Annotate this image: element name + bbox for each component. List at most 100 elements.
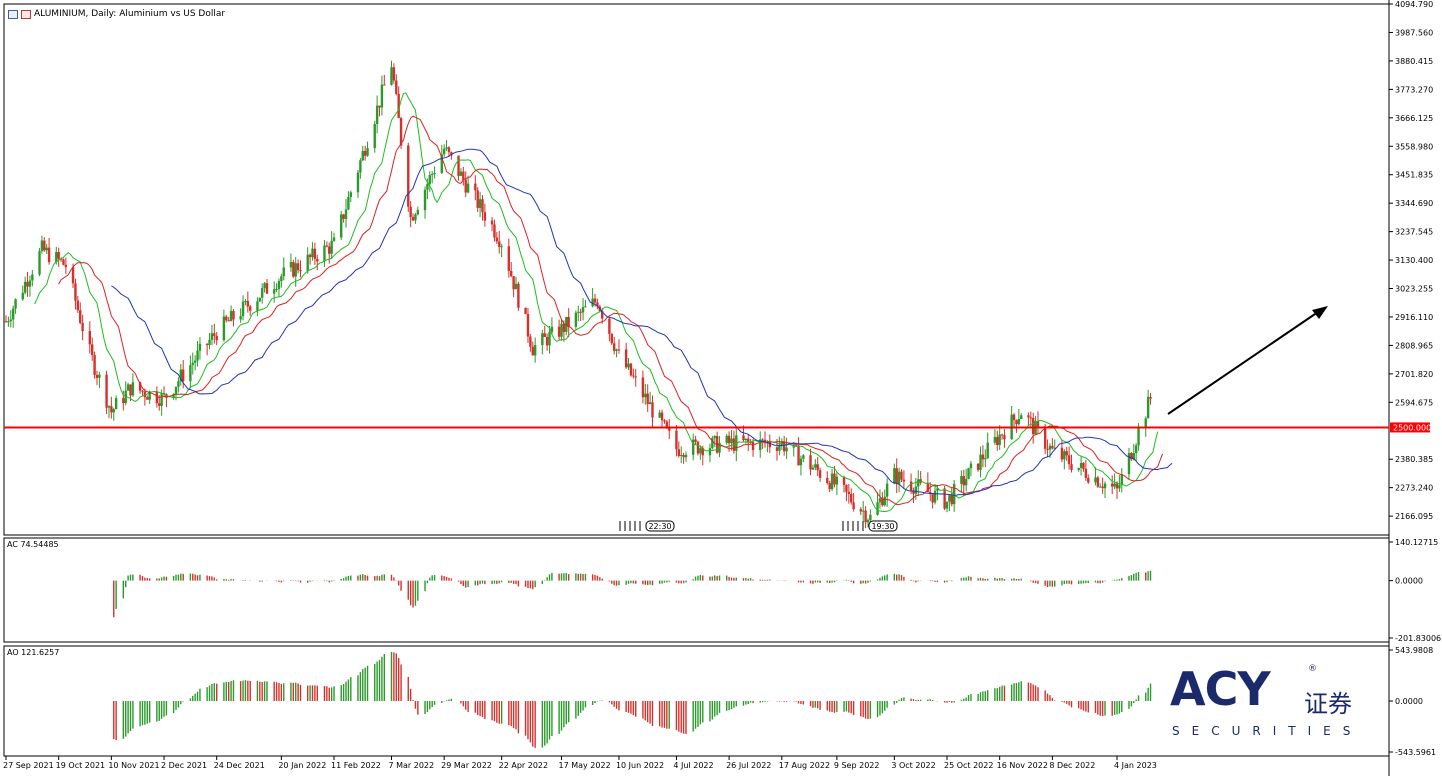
candle-body <box>464 179 467 193</box>
candle-body <box>7 321 10 323</box>
candle-body <box>993 436 997 443</box>
y-tick-label: 2380.385 <box>1395 455 1433 464</box>
candle-body <box>323 245 326 262</box>
candle-body <box>981 454 985 460</box>
candle-body <box>979 454 982 470</box>
candle-body <box>241 301 245 317</box>
candle-body <box>797 445 800 466</box>
candle-body <box>1137 428 1140 446</box>
candle-body <box>917 479 920 487</box>
candle-body <box>986 442 989 458</box>
ac-bars <box>113 570 1152 618</box>
candle-body <box>474 183 477 191</box>
session-badge <box>868 520 898 532</box>
candle-body <box>38 251 41 275</box>
candle-body <box>373 123 376 149</box>
candle-body <box>526 314 530 337</box>
x-tick-label: 17 Aug 2022 <box>779 761 830 770</box>
candle-body <box>682 455 685 458</box>
candle-body <box>1144 418 1147 429</box>
candle-body <box>500 246 503 248</box>
candle-body <box>172 393 175 398</box>
y-tick-label: 2273.240 <box>1395 484 1433 493</box>
ao-y-label: 543.9808 <box>1395 646 1433 655</box>
candle-body <box>814 464 817 468</box>
ma-slow-line <box>111 148 1173 496</box>
candle-body <box>818 470 822 478</box>
candle-body <box>289 262 293 268</box>
candle-body <box>782 441 786 452</box>
candle-body <box>1060 447 1064 460</box>
candle-body <box>651 402 654 418</box>
candle-body <box>641 377 645 398</box>
candle-body <box>984 457 987 460</box>
candle-body <box>634 376 637 378</box>
candle-body <box>624 349 628 368</box>
candle-body <box>462 171 465 180</box>
y-tick-label: 2166.095 <box>1395 512 1433 521</box>
chart-window-icon <box>8 9 18 19</box>
candle-body <box>105 374 108 408</box>
candle-body <box>277 281 281 289</box>
candle-body <box>802 455 805 459</box>
candle-body <box>998 434 1001 445</box>
candle-body <box>174 386 178 394</box>
candle-body <box>23 281 27 293</box>
candle-body <box>778 445 781 451</box>
candle-body <box>272 289 276 294</box>
candle-body <box>742 435 745 441</box>
support-label: 2500.000 <box>1393 423 1431 432</box>
candle-body <box>1070 464 1073 470</box>
ma-fast-line <box>34 92 1159 513</box>
candle-body <box>459 171 463 176</box>
candle-body <box>976 463 980 470</box>
candle-body <box>1111 483 1114 487</box>
candle-body <box>229 310 233 322</box>
session-badge <box>645 520 675 532</box>
x-tick-label: 2 Dec 2021 <box>161 761 207 770</box>
candle-body <box>847 491 851 494</box>
logo-securities: SECURITIES <box>1172 724 1363 738</box>
candle-body <box>1048 445 1052 450</box>
x-tick-label: 16 Nov 2022 <box>997 761 1048 770</box>
candle-body <box>440 154 443 173</box>
candle-body <box>1012 414 1016 421</box>
candle-body <box>1043 426 1047 449</box>
candle-body <box>1134 445 1138 454</box>
candle-body <box>936 488 939 491</box>
logo-brand: ACY <box>1170 662 1271 716</box>
y-tick-label: 3130.400 <box>1395 256 1433 265</box>
candle-body <box>833 473 836 485</box>
candle-body <box>648 402 652 405</box>
candle-body <box>74 283 77 301</box>
candle-body <box>1015 420 1018 425</box>
candle-body <box>361 150 364 161</box>
candle-body <box>433 172 436 174</box>
y-tick-label: 3773.270 <box>1395 85 1433 94</box>
trend-arrowhead <box>1312 306 1328 319</box>
candle-body <box>668 427 671 431</box>
candle-body <box>512 276 515 290</box>
candle-body <box>701 448 704 456</box>
x-tick-label: 29 Mar 2022 <box>441 761 492 770</box>
candle-body <box>883 496 886 506</box>
candle-body <box>996 436 999 445</box>
candle-body <box>45 247 48 251</box>
candle-body <box>632 375 635 377</box>
candle-body <box>14 299 17 309</box>
candle-body <box>340 214 343 238</box>
candle-body <box>859 509 862 512</box>
candle-body <box>1065 451 1068 456</box>
candle-body <box>311 248 314 258</box>
y-tick-label: 3023.255 <box>1395 285 1433 294</box>
candle-body <box>57 251 60 259</box>
candle-body <box>811 467 815 470</box>
candle-body <box>138 382 142 391</box>
candle-body <box>914 486 918 494</box>
candle-body <box>306 254 309 271</box>
candle-body <box>380 84 384 108</box>
candle-body <box>395 80 398 94</box>
candle-body <box>205 343 209 346</box>
candle-body <box>179 369 182 382</box>
y-tick-label: 3237.545 <box>1395 228 1433 237</box>
